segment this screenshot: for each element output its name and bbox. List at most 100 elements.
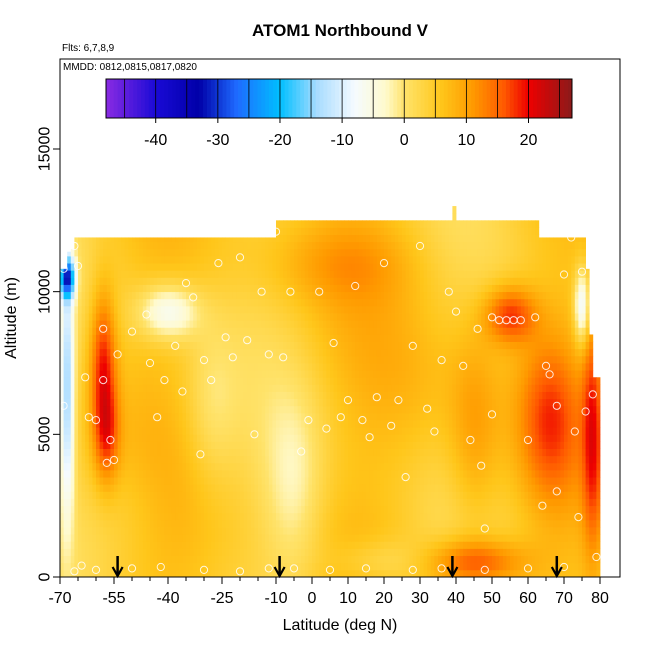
heatmap-cell xyxy=(214,327,219,335)
heatmap-cell xyxy=(420,220,424,228)
heatmap-cell xyxy=(337,270,342,278)
heatmap-cell xyxy=(193,256,198,264)
heatmap-cell xyxy=(157,534,162,542)
heatmap-cell xyxy=(358,534,363,542)
heatmap-cell xyxy=(254,405,259,414)
heatmap-cell xyxy=(96,512,100,521)
heatmap-cell xyxy=(427,405,432,414)
heatmap-cell xyxy=(99,470,104,478)
heatmap-cell xyxy=(258,534,262,542)
heatmap-cell xyxy=(261,248,266,257)
heatmap-cell xyxy=(301,248,306,257)
heatmap-cell xyxy=(240,569,244,578)
heatmap-cell xyxy=(420,305,424,314)
heatmap-cell xyxy=(420,298,424,307)
heatmap-cell xyxy=(286,405,291,414)
heatmap-cell xyxy=(290,477,295,485)
heatmap-cell xyxy=(160,313,165,321)
heatmap-cell xyxy=(236,470,241,478)
heatmap-cell xyxy=(142,448,147,457)
heatmap-cell xyxy=(135,291,140,300)
heatmap-cell xyxy=(326,313,331,321)
heatmap-cell xyxy=(200,412,205,421)
heatmap-cell xyxy=(85,484,90,492)
heatmap-cell xyxy=(290,241,295,250)
heatmap-cell xyxy=(164,370,169,378)
heatmap-cell xyxy=(376,348,381,357)
heatmap-cell xyxy=(218,555,223,564)
heatmap-cell xyxy=(117,291,122,300)
heatmap-cell xyxy=(279,470,284,478)
heatmap-cell xyxy=(394,391,399,400)
heatmap-cell xyxy=(164,527,169,535)
heatmap-cell xyxy=(387,363,392,371)
heatmap-cell xyxy=(337,562,342,571)
heatmap-cell xyxy=(128,398,133,407)
heatmap-cell xyxy=(135,498,140,507)
heatmap-cell xyxy=(117,555,122,564)
heatmap-cell xyxy=(258,391,262,400)
heatmap-cell xyxy=(178,562,183,571)
heatmap-cell xyxy=(409,277,414,285)
heatmap-cell xyxy=(153,320,158,328)
heatmap-cell xyxy=(369,412,374,421)
heatmap-cell xyxy=(312,377,316,385)
heatmap-cell xyxy=(211,270,216,278)
heatmap-cell xyxy=(373,448,378,457)
heatmap-cell xyxy=(366,405,370,414)
heatmap-cell xyxy=(171,313,176,321)
heatmap-cell xyxy=(204,462,208,471)
heatmap-cell xyxy=(420,263,424,271)
heatmap-cell xyxy=(333,534,338,542)
heatmap-cell xyxy=(63,391,68,400)
heatmap-cell xyxy=(391,370,396,378)
heatmap-cell xyxy=(70,398,75,407)
heatmap-cell xyxy=(348,455,352,464)
heatmap-cell xyxy=(344,470,349,478)
heatmap-cell xyxy=(70,284,75,293)
heatmap-cell xyxy=(225,512,230,521)
heatmap-cell xyxy=(81,541,86,549)
heatmap-cell xyxy=(211,313,216,321)
heatmap-cell xyxy=(114,562,118,571)
heatmap-cell xyxy=(243,491,248,499)
heatmap-cell xyxy=(243,484,248,492)
heatmap-cell xyxy=(85,284,90,293)
heatmap-cell xyxy=(110,313,115,321)
heatmap-cell xyxy=(272,237,277,243)
heatmap-cell xyxy=(63,384,68,392)
heatmap-cell xyxy=(128,348,133,357)
heatmap-cell xyxy=(60,348,64,357)
heatmap-cell xyxy=(290,505,295,514)
heatmap-cell xyxy=(290,420,295,428)
heatmap-cell xyxy=(276,455,280,464)
heatmap-cell xyxy=(92,270,97,278)
heatmap-cell xyxy=(326,505,331,514)
heatmap-cell xyxy=(247,455,252,464)
heatmap-cell xyxy=(297,241,302,250)
heatmap-cell xyxy=(214,541,219,549)
heatmap-cell xyxy=(164,505,169,514)
heatmap-cell xyxy=(268,248,273,257)
heatmap-cell xyxy=(308,363,313,371)
heatmap-cell xyxy=(391,477,396,485)
heatmap-cell xyxy=(204,470,208,478)
heatmap-cell xyxy=(78,541,82,549)
heatmap-cell xyxy=(114,391,118,400)
heatmap-cell xyxy=(229,470,234,478)
heatmap-cell xyxy=(358,484,363,492)
heatmap-cell xyxy=(394,405,399,414)
heatmap-cell xyxy=(369,441,374,449)
heatmap-cell xyxy=(348,291,352,300)
heatmap-cell xyxy=(304,512,309,521)
heatmap-cell xyxy=(265,398,270,407)
heatmap-cell xyxy=(297,263,302,271)
heatmap-cell xyxy=(362,234,367,243)
heatmap-cell xyxy=(81,305,86,314)
heatmap-cell xyxy=(322,305,327,314)
heatmap-cell xyxy=(340,305,345,314)
heatmap-cell xyxy=(420,569,424,578)
heatmap-cell xyxy=(412,256,417,264)
heatmap-cell xyxy=(157,370,162,378)
heatmap-cell xyxy=(240,512,244,521)
